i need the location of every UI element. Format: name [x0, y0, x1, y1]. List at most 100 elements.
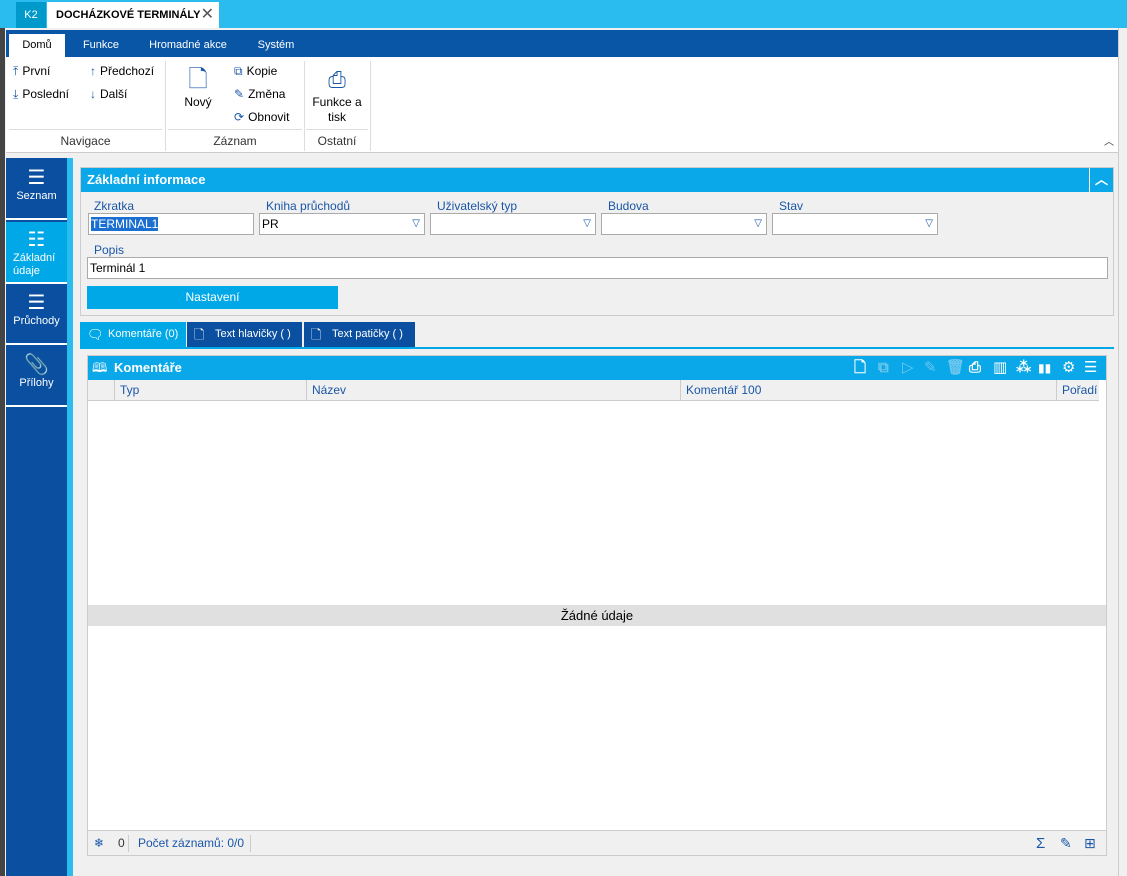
new-document-icon: 🗋 [188, 66, 208, 93]
printer-icon: ⎙ [328, 67, 346, 92]
new-record-icon[interactable]: 🗋 [854, 359, 867, 376]
arrow-up-icon: ↑ [90, 64, 96, 78]
comments-grid: 🕮 Komentáře 🗋 ⧉ ▷ ✎ 🗑 ⎙ ▥ ⁂ ▮▮ ⚙ ☰ Typ Ná… [87, 355, 1107, 856]
group-label-ostatni: Ostatní [306, 129, 368, 151]
arrow-top-icon: ⤒ [13, 64, 19, 78]
budova-select[interactable]: ▽ [601, 213, 767, 235]
arrow-down-icon: ↓ [90, 87, 96, 101]
panel-header: Základní informace ︿ [81, 168, 1113, 192]
document-tab[interactable]: DOCHÁZKOVÉ TERMINÁLY ✕ [47, 2, 219, 28]
grid-header: 🕮 Komentáře 🗋 ⧉ ▷ ✎ 🗑 ⎙ ▥ ⁂ ▮▮ ⚙ ☰ [88, 356, 1106, 380]
ribbon-tabs: Domů Funkce Hromadné akce Systém [6, 30, 1121, 57]
arrow-bottom-icon: ⤓ [13, 87, 19, 101]
trash-icon: 🗑 [946, 359, 966, 376]
label-popis: Popis [94, 243, 125, 257]
sidebar: ☰ Seznam ☷ Základní údaje ☰ Průchody 📎 Příloh… [6, 158, 67, 876]
selected-count: 0 [118, 836, 125, 850]
right-edge [1118, 28, 1127, 876]
column-komentar[interactable]: Komentář 100 [680, 380, 1056, 400]
divider [128, 835, 129, 852]
divider [370, 61, 371, 151]
ribbon-tab-domu[interactable]: Domů [9, 34, 65, 57]
document-tab-title: DOCHÁZKOVÉ TERMINÁLY [56, 9, 201, 21]
add-view-icon[interactable]: ⊞ [1084, 835, 1096, 851]
sidebar-strip [67, 158, 73, 876]
settings-button[interactable]: Nastavení [87, 286, 338, 309]
group-label-navigace: Navigace [9, 129, 162, 151]
print-icon[interactable]: ⎙ [969, 359, 982, 376]
list-icon: ☰ [27, 292, 46, 314]
pencil-icon: ✎ [234, 87, 245, 101]
last-button[interactable]: ⤓ Poslední [13, 87, 70, 101]
gear-icon[interactable]: ⚙ [1062, 359, 1076, 376]
refresh-button[interactable]: ⟳ Obnovit [234, 110, 290, 124]
copy-button[interactable]: ⧉ Kopie [234, 64, 278, 78]
label-stav: Stav [779, 199, 804, 213]
empty-message: Žádné údaje [88, 605, 1106, 626]
popis-input[interactable]: Terminál 1 [87, 257, 1108, 279]
label-kniha: Kniha průchodů [266, 199, 351, 213]
columns-icon[interactable]: ▮▮ [1038, 361, 1052, 375]
first-button[interactable]: ⤒ První [13, 64, 51, 78]
new-button[interactable]: 🗋 Nový [176, 65, 220, 109]
pencil-icon[interactable]: ✎ [1060, 835, 1072, 851]
ribbon-tab-hromadne-akce[interactable]: Hromadné akce [149, 39, 227, 51]
collapse-ribbon-icon[interactable]: ︿ [1104, 137, 1114, 148]
chevron-up-icon[interactable]: ︿ [1089, 168, 1113, 192]
divider [250, 835, 251, 852]
copy-icon: ⧉ [878, 359, 889, 376]
snowflake-icon[interactable]: ❄ [94, 836, 105, 850]
sidebar-item-zakladni-udaje[interactable]: ☷ Základní údaje [6, 222, 67, 284]
dropdown-icon: ▽ [925, 218, 933, 229]
kniha-select[interactable]: PR ▽ [259, 213, 425, 235]
divider [165, 61, 166, 151]
typ-select[interactable]: ▽ [430, 213, 596, 235]
dropdown-icon: ▽ [754, 218, 762, 229]
basic-info-panel: Základní informace ︿ Zkratka TERMINAL1 Kn… [80, 167, 1114, 316]
next-button[interactable]: ↓ Další [90, 87, 128, 101]
edit-button[interactable]: ✎ Změna [234, 87, 286, 101]
column-nazev[interactable]: Název [306, 380, 680, 400]
app-tab-k2[interactable]: K2 [16, 2, 46, 28]
ribbon-tab-funkce[interactable]: Funkce [82, 39, 120, 51]
ribbon-tab-system[interactable]: Systém [257, 39, 295, 51]
label-typ: Uživatelský typ [437, 199, 518, 213]
paperclip-icon: 📎 [24, 354, 49, 376]
cubes-icon[interactable]: ⁂ [1016, 359, 1032, 376]
close-icon[interactable]: ✕ [200, 6, 214, 23]
pencil-icon: ✎ [924, 359, 937, 376]
stav-select[interactable]: ▽ [772, 213, 938, 235]
print-button[interactable]: ⎙ Funkce a tisk [307, 65, 367, 125]
tab-komentare[interactable]: 🗨 Komentáře (0) [80, 322, 186, 347]
play-icon: ▷ [902, 359, 914, 376]
label-zkratka: Zkratka [94, 199, 135, 213]
sidebar-item-pruchody[interactable]: ☰ Průchody [6, 285, 67, 345]
bulleted-list-icon: ☷ [27, 229, 46, 251]
zkratka-input[interactable]: TERMINAL1 [88, 213, 254, 235]
record-count: Počet záznamů: 0/0 [138, 836, 245, 850]
copy-icon: ⧉ [234, 64, 243, 78]
tab-text-hlavicky[interactable]: 🗋 Text hlavičky ( ) [187, 322, 302, 347]
refresh-icon: ⟳ [234, 110, 245, 124]
document-icon: 🗋 [194, 327, 205, 342]
label-budova: Budova [608, 199, 649, 213]
tab-text-paticky[interactable]: 🗋 Text patičky ( ) [304, 322, 415, 347]
column-typ[interactable]: Typ [114, 380, 306, 400]
sidebar-item-prilohy[interactable]: 📎 Přílohy [6, 347, 67, 407]
menu-icon[interactable]: ☰ [1084, 359, 1098, 376]
comment-icon: 🗨 [87, 327, 104, 342]
dropdown-icon: ▽ [583, 218, 591, 229]
column-poradi[interactable]: Pořadí [1056, 380, 1099, 400]
sum-icon[interactable]: Σ [1036, 835, 1046, 852]
tab-underline [80, 347, 1114, 349]
window-edge [0, 28, 5, 876]
previous-button[interactable]: ↑ Předchozí [90, 64, 155, 78]
group-label-zaznam: Záznam [168, 129, 302, 151]
sidebar-item-seznam[interactable]: ☰ Seznam [6, 160, 67, 220]
dropdown-icon: ▽ [412, 218, 420, 229]
divider [304, 61, 305, 151]
ribbon: ⤒ První ⤓ Poslední ↑ Předchozí ↓ Další Navig… [6, 57, 1121, 153]
document-icon: 🗋 [311, 327, 322, 342]
list-icon: ☰ [27, 167, 46, 189]
chart-icon[interactable]: ▥ [993, 359, 1008, 376]
